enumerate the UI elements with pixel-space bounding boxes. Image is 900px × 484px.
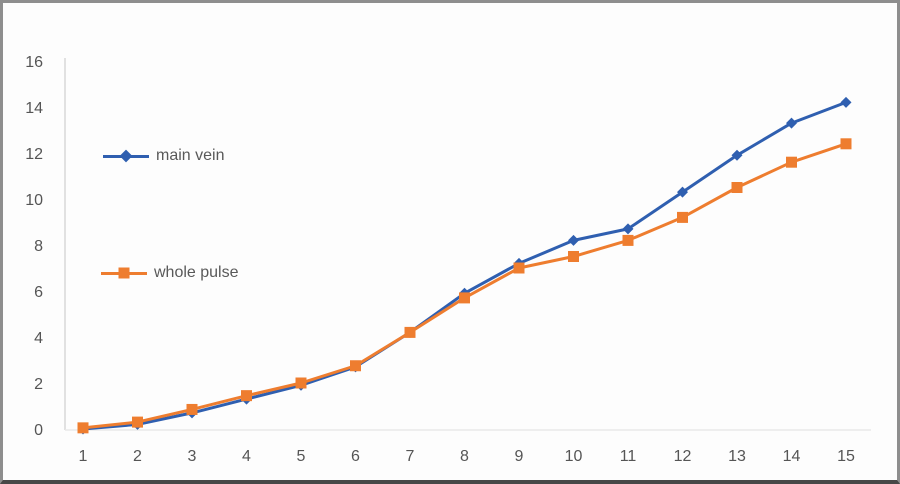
y-tick-label: 16: [25, 54, 43, 71]
x-tick-label: 14: [783, 448, 801, 465]
data-point-whole-pulse: [731, 182, 743, 193]
data-point-whole-pulse: [513, 262, 525, 274]
data-point-whole-pulse: [840, 138, 852, 150]
data-point-main-vein: [840, 96, 852, 108]
y-tick-label: 6: [34, 284, 43, 301]
y-tick-label: 10: [25, 192, 43, 209]
x-tick-label: 9: [515, 448, 524, 465]
data-point-whole-pulse: [77, 422, 89, 434]
x-tick-label: 11: [620, 448, 637, 465]
x-tick-label: 12: [674, 448, 692, 465]
data-point-main-vein: [568, 234, 579, 246]
square-marker-icon: [118, 267, 130, 279]
x-tick-label: 6: [351, 448, 360, 465]
legend-label-main-vein: main vein: [156, 147, 225, 164]
x-tick-label: 3: [188, 448, 197, 465]
y-tick-label: 12: [25, 146, 43, 163]
y-tick-label: 14: [25, 100, 43, 117]
y-tick-label: 8: [34, 238, 43, 255]
y-tick-label: 4: [34, 330, 43, 347]
diamond-marker-icon: [119, 149, 133, 163]
x-tick-label: 13: [728, 448, 746, 465]
x-tick-label: 2: [133, 448, 142, 465]
x-tick-label: 7: [406, 448, 415, 465]
x-tick-label: 5: [297, 448, 306, 465]
data-point-whole-pulse: [295, 377, 307, 389]
data-point-main-vein: [786, 117, 797, 129]
data-point-main-vein: [731, 149, 743, 161]
y-tick-label: 2: [34, 376, 43, 393]
data-point-whole-pulse: [459, 292, 470, 304]
x-tick-label: 15: [837, 448, 855, 465]
legend-line-main-vein: [103, 149, 149, 163]
data-point-whole-pulse: [132, 416, 143, 428]
x-tick-label: 10: [565, 448, 583, 465]
y-tick-label: 0: [34, 422, 43, 439]
data-point-whole-pulse: [186, 403, 198, 415]
x-tick-label: 8: [460, 448, 469, 465]
data-point-main-vein: [677, 186, 688, 198]
x-tick-label: 1: [79, 448, 88, 465]
data-point-whole-pulse: [568, 251, 579, 262]
data-point-whole-pulse: [350, 360, 361, 372]
data-point-whole-pulse: [622, 234, 634, 246]
data-point-main-vein: [622, 223, 634, 235]
legend-entry-whole-pulse: whole pulse: [101, 264, 239, 281]
data-point-whole-pulse: [786, 156, 797, 168]
legend-label-whole-pulse: whole pulse: [154, 264, 239, 281]
x-tick-label: 4: [242, 448, 251, 465]
data-point-whole-pulse: [677, 211, 688, 223]
legend-line-whole-pulse: [101, 267, 147, 279]
data-point-whole-pulse: [241, 390, 252, 402]
legend-entry-main-vein: main vein: [103, 147, 225, 164]
data-point-whole-pulse: [404, 326, 416, 338]
